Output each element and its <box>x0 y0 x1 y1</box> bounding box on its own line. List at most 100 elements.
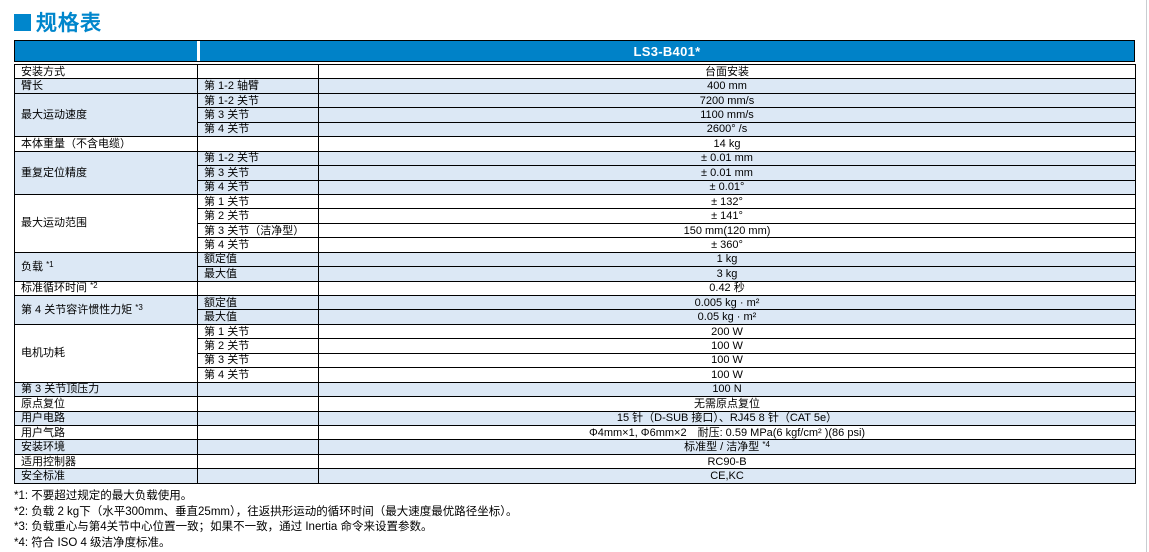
value-cell: 14 kg <box>318 136 1136 152</box>
group-label-cell: 安装环境 <box>14 439 198 455</box>
value-cell: 标准型 / 洁净型 *4 <box>318 439 1136 455</box>
page-edge-line <box>1146 0 1147 552</box>
group-label-cell: 第 3 关节顶压力 <box>14 381 198 398</box>
sub-label-cell: 第 4 关节 <box>197 179 319 195</box>
group-label-cell: 最大运动范围 <box>14 193 198 253</box>
sub-label-cell: 第 2 关节 <box>197 338 319 354</box>
sub-label-cell <box>197 381 319 398</box>
value-cell: 0.42 秒 <box>318 280 1136 297</box>
spec-table: 安装方式 台面安装 臂长第 1-2 轴臂 400 mm 最大运动速度第 1-2 关节 72… <box>14 63 1136 484</box>
sub-label-cell: 第 1-2 关节 <box>197 150 319 167</box>
value-cell: 7200 mm/s <box>318 92 1136 109</box>
value-cell: ± 0.01 mm <box>318 165 1136 181</box>
group-label-cell: 臂长 <box>14 78 198 94</box>
footnote-line: *4: 符合 ISO 4 级洁净度标准。 <box>14 536 171 549</box>
table-row: 适用控制器 RC90-B <box>14 453 1136 470</box>
sub-label-cell <box>197 424 319 441</box>
group-label-cell: 安全标准 <box>14 468 198 484</box>
value-cell: ± 141° <box>318 208 1136 224</box>
value-cell: CE,KC <box>318 468 1136 484</box>
sub-label-cell <box>197 280 319 297</box>
value-cell: 15 针（D-SUB 接口）、RJ45 8 针（CAT 5e） <box>318 410 1136 426</box>
group-label-cell: 标准循环时间 *2 <box>14 280 198 297</box>
table-row: 第 4 关节容许惯性力矩 *3 额定值 0.005 kg · m² <box>14 294 1136 325</box>
value-cell: 无需原点复位 <box>318 396 1136 412</box>
sub-label-cell: 第 1-2 轴臂 <box>197 78 319 94</box>
product-model-header: LS3-B401* <box>200 41 1134 61</box>
value-cell: 400 mm <box>318 78 1136 94</box>
group-label-cell: 重复定位精度 <box>14 150 198 195</box>
table-row: 最大运动速度第 1-2 关节 7200 mm/s <box>14 92 1136 138</box>
header-divider <box>197 41 200 61</box>
sub-label-cell: 第 2 关节 <box>197 208 319 224</box>
footnote-marker: *4 <box>762 440 770 450</box>
value-cell: 150 mm(120 mm) <box>318 222 1136 239</box>
sub-label-cell: 第 1-2 关节 <box>197 92 319 109</box>
value-cell: 100 W <box>318 352 1136 369</box>
table-row: 第 3 关节 100 W <box>15 352 1136 369</box>
table-row: 重复定位精度第 1-2 关节 ± 0.01 mm <box>14 150 1136 195</box>
table-row: 最大运动范围第 1 关节 ± 132° <box>14 193 1136 253</box>
footnote-marker: *2 <box>90 281 98 291</box>
sub-label-cell: 第 4 关节 <box>197 237 319 253</box>
table-row: 用户气路 Φ4mm×1, Φ6mm×2 耐压: 0.59 MPa(6 kgf/cm… <box>14 424 1136 441</box>
table-row: 安装方式 台面安装 <box>14 63 1136 80</box>
table-row: 最大值 0.05 kg · m² <box>15 309 1136 325</box>
footnote-line: *1: 不要超过规定的最大负载使用。 <box>14 490 193 502</box>
table-row: 用户电路 15 针（D-SUB 接口）、RJ45 8 针（CAT 5e） <box>14 410 1136 426</box>
sub-label-cell: 第 4 关节 <box>197 121 319 138</box>
sub-label-cell: 第 1 关节 <box>197 193 319 210</box>
footnote-marker: *3 <box>135 302 143 312</box>
value-cell: 2600° /s <box>318 121 1136 138</box>
group-label-cell: 适用控制器 <box>14 453 198 470</box>
table-row: 臂长第 1-2 轴臂 400 mm <box>14 78 1136 94</box>
group-label-cell: 安装方式 <box>14 63 198 80</box>
spec-table-body: 安装方式 台面安装 臂长第 1-2 轴臂 400 mm 最大运动速度第 1-2 关节 72… <box>14 63 1136 484</box>
value-cell: ± 0.01 mm <box>318 150 1136 167</box>
group-label-cell: 最大运动速度 <box>14 92 198 138</box>
sub-label-cell: 第 1 关节 <box>197 323 319 340</box>
group-label-cell: 电机功耗 <box>14 323 198 383</box>
sub-label-cell <box>197 63 319 80</box>
value-cell: RC90-B <box>318 453 1136 470</box>
sub-label-cell: 第 3 关节（洁净型） <box>197 222 319 239</box>
footnote-line: *3: 负载重心与第4关节中心位置一致；如果不一致，通过 Inertia 命令来… <box>14 521 433 533</box>
value-cell: 200 W <box>318 323 1136 340</box>
footnote-line: *2: 负载 2 kg下（水平300mm、垂直25mm），往返拱形运动的循环时间… <box>14 505 518 518</box>
table-row: 标准循环时间 *2 0.42 秒 <box>14 280 1136 297</box>
value-cell: 100 W <box>318 338 1136 354</box>
table-row: 安装环境 标准型 / 洁净型 *4 <box>14 439 1136 455</box>
table-row: 本体重量（不含电缆） 14 kg <box>14 136 1136 152</box>
value-cell: 100 W <box>318 367 1136 383</box>
sub-label-cell: 第 4 关节 <box>197 367 319 383</box>
sub-label-cell: 第 3 关节 <box>197 352 319 369</box>
group-label-cell: 原点复位 <box>14 396 198 412</box>
sub-label-cell <box>197 453 319 470</box>
table-row: 原点复位 无需原点复位 <box>14 396 1136 412</box>
value-cell: 100 N <box>318 381 1136 398</box>
table-row: 第 3 关节顶压力 100 N <box>14 381 1136 398</box>
section-title-row: 规格表 <box>14 7 102 37</box>
sub-label-cell: 额定值 <box>197 294 319 311</box>
table-row: 第 3 关节 1100 mm/s <box>15 107 1136 123</box>
table-row: 第 4 关节 ± 360° <box>15 237 1136 253</box>
value-cell: 1100 mm/s <box>318 107 1136 123</box>
value-cell: 1 kg <box>318 251 1136 268</box>
group-label-cell: 本体重量（不含电缆） <box>14 136 198 152</box>
sub-label-cell <box>197 396 319 412</box>
spec-table-header: LS3-B401* <box>14 40 1135 62</box>
value-cell: 台面安装 <box>318 63 1136 80</box>
sub-label-cell <box>197 468 319 484</box>
sub-label-cell: 最大值 <box>197 266 319 282</box>
table-row: 负载 *1 额定值 1 kg <box>14 251 1136 282</box>
value-cell: ± 132° <box>318 193 1136 210</box>
value-cell: 3 kg <box>318 266 1136 282</box>
sub-label-cell: 最大值 <box>197 309 319 325</box>
value-cell: 0.05 kg · m² <box>318 309 1136 325</box>
table-row: 第 4 关节 ± 0.01° <box>15 179 1136 195</box>
table-row: 第 3 关节 ± 0.01 mm <box>15 165 1136 181</box>
group-label-cell: 用户电路 <box>14 410 198 426</box>
title-square-icon <box>14 13 31 31</box>
footnotes: *1: 不要超过规定的最大负载使用。 *2: 负载 2 kg下（水平300mm、垂… <box>14 489 1124 551</box>
